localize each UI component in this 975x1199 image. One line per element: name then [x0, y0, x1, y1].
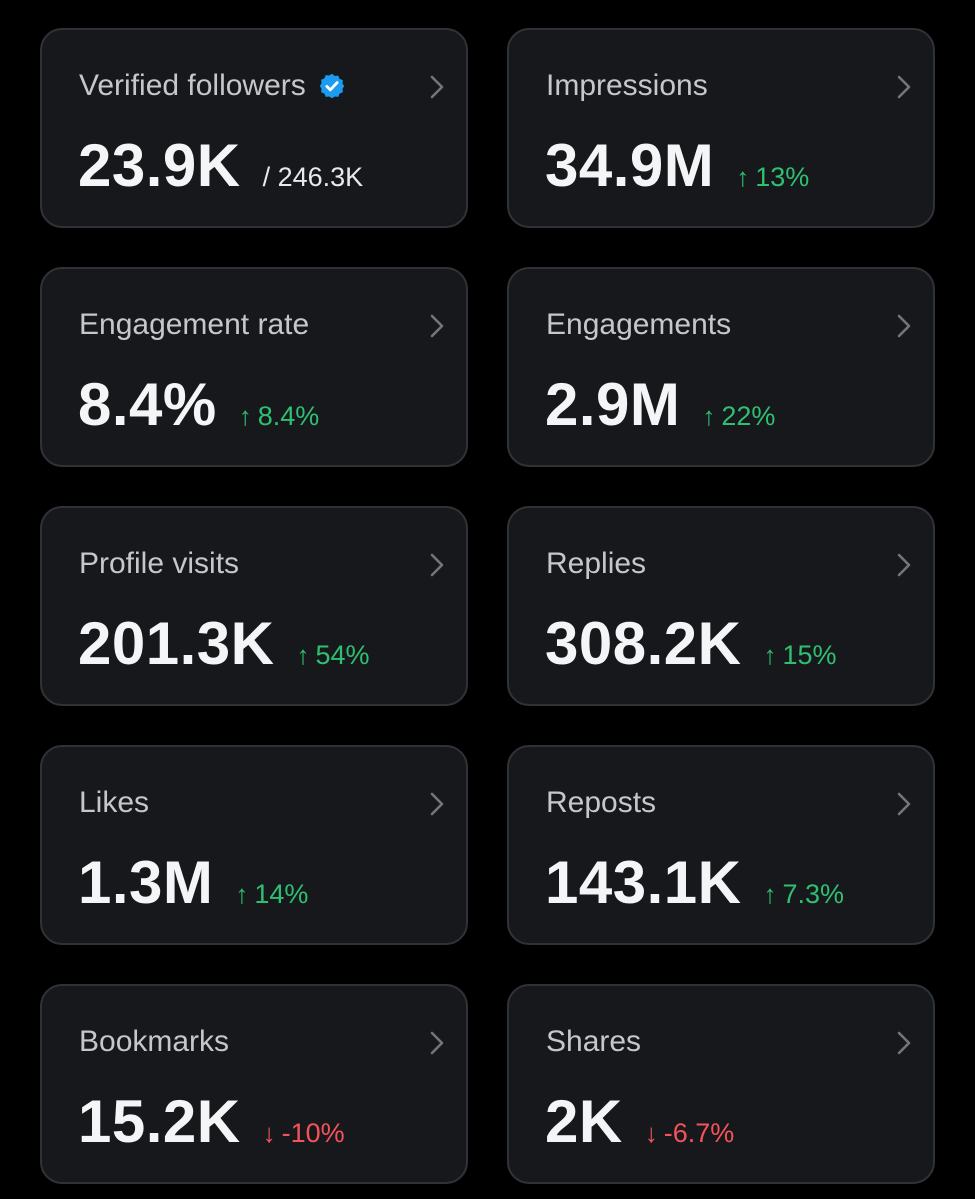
- metric-title: Engagements: [546, 308, 732, 341]
- metric-value-row: 201.3K ↑ 54%: [78, 612, 370, 676]
- metric-title: Bookmarks: [79, 1025, 230, 1058]
- metric-title: Reposts: [546, 786, 657, 819]
- metric-title: Shares: [546, 1025, 642, 1058]
- arrow-up-icon: ↑: [763, 879, 777, 909]
- metric-delta: ↑ 54%: [296, 640, 369, 671]
- chevron-right-icon: [430, 314, 444, 338]
- metric-value: 2.9M: [545, 371, 681, 438]
- metric-title: Likes: [79, 786, 150, 819]
- metric-title: Impressions: [546, 69, 708, 102]
- metric-delta-value: 22%: [721, 401, 776, 431]
- chevron-right-icon: [897, 314, 911, 338]
- metric-card-engagements[interactable]: Engagements 2.9M ↑ 22%: [507, 267, 935, 467]
- metric-delta: ↑ 22%: [702, 401, 775, 432]
- metric-value-row: 2.9M ↑ 22%: [545, 373, 775, 437]
- metric-delta-value: 8.4%: [257, 401, 320, 431]
- verified-badge-icon: [319, 73, 345, 99]
- metric-delta-value: 7.3%: [782, 879, 845, 909]
- metric-title-label: Verified followers: [79, 69, 306, 102]
- metric-delta: ↑ 7.3%: [763, 879, 844, 910]
- metric-value: 34.9M: [545, 132, 715, 199]
- metric-value-row: 8.4% ↑ 8.4%: [78, 373, 319, 437]
- metric-value: 2K: [545, 1088, 623, 1155]
- metric-title: Engagement rate: [79, 308, 310, 341]
- metric-card-likes[interactable]: Likes 1.3M ↑ 14%: [40, 745, 468, 945]
- metric-value-row: 1.3M ↑ 14%: [78, 851, 308, 915]
- metric-card-shares[interactable]: Shares 2K ↓ -6.7%: [507, 984, 935, 1184]
- metric-value: 8.4%: [78, 371, 217, 438]
- chevron-right-icon: [430, 75, 444, 99]
- arrow-up-icon: ↑: [296, 640, 310, 670]
- metric-value: 308.2K: [545, 610, 742, 677]
- arrow-up-icon: ↑: [736, 162, 750, 192]
- metric-card-profile-visits[interactable]: Profile visits 201.3K ↑ 54%: [40, 506, 468, 706]
- metric-card-impressions[interactable]: Impressions 34.9M ↑ 13%: [507, 28, 935, 228]
- chevron-right-icon: [897, 792, 911, 816]
- metric-value: 15.2K: [78, 1088, 241, 1155]
- metric-delta: ↑ 15%: [763, 640, 836, 671]
- metric-delta-value: 15%: [782, 640, 837, 670]
- metric-delta: ↑ 8.4%: [239, 401, 320, 432]
- metric-value: 1.3M: [78, 849, 214, 916]
- metric-delta: ↓ -6.7%: [645, 1118, 735, 1149]
- arrow-up-icon: ↑: [235, 879, 249, 909]
- arrow-up-icon: ↑: [702, 401, 716, 431]
- metric-value-row: 15.2K ↓ -10%: [78, 1090, 345, 1154]
- metric-delta-value: 54%: [315, 640, 370, 670]
- metric-value-row: 143.1K ↑ 7.3%: [545, 851, 844, 915]
- metric-value: 143.1K: [545, 849, 742, 916]
- chevron-right-icon: [897, 553, 911, 577]
- metric-delta: ↑ 13%: [736, 162, 809, 193]
- metric-value-row: 2K ↓ -6.7%: [545, 1090, 734, 1154]
- metric-delta-value: 14%: [254, 879, 309, 909]
- chevron-right-icon: [897, 1031, 911, 1055]
- metric-delta: ↑ 14%: [235, 879, 308, 910]
- metric-card-reposts[interactable]: Reposts 143.1K ↑ 7.3%: [507, 745, 935, 945]
- metric-delta-value: -10%: [281, 1118, 345, 1148]
- metric-title: Replies: [546, 547, 647, 580]
- arrow-down-icon: ↓: [262, 1118, 276, 1148]
- metric-delta: ↓ -10%: [263, 1118, 345, 1149]
- arrow-up-icon: ↑: [238, 401, 252, 431]
- arrow-up-icon: ↑: [763, 640, 777, 670]
- metric-card-bookmarks[interactable]: Bookmarks 15.2K ↓ -10%: [40, 984, 468, 1184]
- metric-title: Verified followers: [79, 68, 346, 104]
- metric-value: 23.9K: [78, 132, 241, 199]
- metric-value: 201.3K: [78, 610, 275, 677]
- metric-card-engagement-rate[interactable]: Engagement rate 8.4% ↑ 8.4%: [40, 267, 468, 467]
- metric-card-verified-followers[interactable]: Verified followers 23.9K / 246.3K: [40, 28, 468, 228]
- metric-total: / 246.3K: [262, 162, 364, 192]
- metric-card-replies[interactable]: Replies 308.2K ↑ 15%: [507, 506, 935, 706]
- arrow-down-icon: ↓: [644, 1118, 658, 1148]
- metric-delta-value: 13%: [755, 162, 810, 192]
- metric-value-row: 34.9M ↑ 13%: [545, 134, 809, 198]
- metric-title: Profile visits: [79, 547, 240, 580]
- chevron-right-icon: [430, 792, 444, 816]
- metric-value-row: 23.9K / 246.3K: [78, 134, 363, 198]
- chevron-right-icon: [430, 1031, 444, 1055]
- chevron-right-icon: [897, 75, 911, 99]
- metric-delta-value: -6.7%: [663, 1118, 735, 1148]
- chevron-right-icon: [430, 553, 444, 577]
- metric-value-row: 308.2K ↑ 15%: [545, 612, 837, 676]
